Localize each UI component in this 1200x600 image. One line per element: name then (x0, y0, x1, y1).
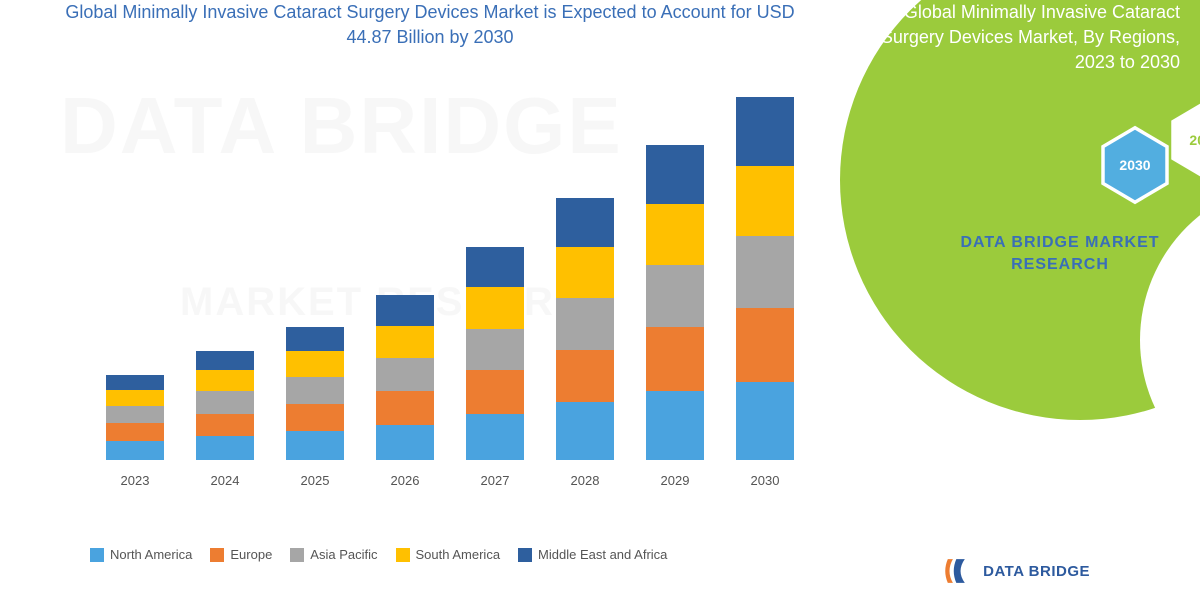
segment-asia-pacific (286, 377, 344, 404)
segment-south-america (466, 287, 524, 329)
bar-2023: 2023 (106, 375, 164, 460)
segment-north-america (736, 382, 794, 460)
bar-2025: 2025 (286, 327, 344, 460)
segment-south-america (646, 204, 704, 265)
segment-europe (556, 350, 614, 403)
segment-middle-east-and-africa (286, 327, 344, 351)
x-axis-label: 2027 (466, 473, 524, 488)
segment-south-america (736, 166, 794, 236)
legend-swatch (290, 548, 304, 562)
segment-europe (646, 327, 704, 391)
legend-label: Europe (230, 547, 272, 562)
segment-europe (736, 308, 794, 382)
legend-swatch (396, 548, 410, 562)
segment-europe (106, 423, 164, 441)
segment-europe (466, 370, 524, 413)
bar-2026: 2026 (376, 295, 434, 460)
segment-middle-east-and-africa (196, 351, 254, 370)
bars-container: 2023 2024 2025 2026 2027 2028 2029 2030 (90, 60, 810, 460)
x-axis-label: 2023 (106, 473, 164, 488)
segment-south-america (286, 351, 344, 377)
legend-item-south-america: South America (396, 547, 501, 562)
segment-middle-east-and-africa (466, 247, 524, 287)
legend-item-asia-pacific: Asia Pacific (290, 547, 377, 562)
legend-label: North America (110, 547, 192, 562)
legend-label: Middle East and Africa (538, 547, 667, 562)
segment-middle-east-and-africa (736, 97, 794, 166)
segment-asia-pacific (466, 329, 524, 371)
segment-asia-pacific (736, 236, 794, 308)
segment-middle-east-and-africa (106, 375, 164, 389)
legend-item-europe: Europe (210, 547, 272, 562)
bar-2024: 2024 (196, 351, 254, 460)
segment-south-america (106, 390, 164, 406)
segment-north-america (286, 431, 344, 460)
x-axis-label: 2028 (556, 473, 614, 488)
chart-plot: 2023 2024 2025 2026 2027 2028 2029 2030 (90, 60, 810, 500)
x-axis-label: 2024 (196, 473, 254, 488)
segment-north-america (556, 402, 614, 460)
legend-label: South America (416, 547, 501, 562)
chart-title: Global Minimally Invasive Cataract Surge… (30, 0, 830, 50)
segment-north-america (376, 425, 434, 460)
right-panel: Global Minimally Invasive Cataract Surge… (820, 0, 1200, 600)
segment-south-america (376, 326, 434, 358)
segment-asia-pacific (196, 391, 254, 413)
x-axis-label: 2030 (736, 473, 794, 488)
segment-europe (286, 404, 344, 431)
segment-middle-east-and-africa (376, 295, 434, 325)
chart-container: Global Minimally Invasive Cataract Surge… (30, 0, 830, 580)
hex-year-2030: 2030 (1100, 125, 1170, 205)
segment-south-america (556, 247, 614, 298)
bar-2029: 2029 (646, 145, 704, 460)
segment-north-america (466, 414, 524, 460)
segment-asia-pacific (376, 358, 434, 392)
legend-swatch (90, 548, 104, 562)
segment-asia-pacific (106, 406, 164, 424)
bar-2030: 2030 (736, 97, 794, 460)
segment-north-america (646, 391, 704, 460)
segment-europe (376, 391, 434, 425)
segment-north-america (196, 436, 254, 460)
segment-middle-east-and-africa (646, 145, 704, 204)
legend-item-north-america: North America (90, 547, 192, 562)
x-axis-label: 2025 (286, 473, 344, 488)
hex-year-2023: 2023 (1170, 100, 1200, 180)
segment-europe (196, 414, 254, 436)
segment-north-america (106, 441, 164, 460)
segment-south-america (196, 370, 254, 391)
x-axis-label: 2026 (376, 473, 434, 488)
legend-swatch (210, 548, 224, 562)
bar-2027: 2027 (466, 247, 524, 460)
logo-icon (941, 554, 975, 588)
legend-item-middle-east-and-africa: Middle East and Africa (518, 547, 667, 562)
brand-label: DATA BRIDGE MARKET RESEARCH (945, 232, 1175, 277)
segment-middle-east-and-africa (556, 198, 614, 248)
footer-logo: DATA BRIDGE (941, 554, 1090, 588)
x-axis-label: 2029 (646, 473, 704, 488)
chart-legend: North America Europe Asia Pacific South Ame… (90, 547, 850, 562)
logo-text: DATA BRIDGE (983, 563, 1090, 580)
segment-asia-pacific (556, 298, 614, 349)
legend-label: Asia Pacific (310, 547, 377, 562)
right-panel-title: Global Minimally Invasive Cataract Surge… (840, 0, 1180, 76)
legend-swatch (518, 548, 532, 562)
segment-asia-pacific (646, 265, 704, 327)
bar-2028: 2028 (556, 198, 614, 460)
